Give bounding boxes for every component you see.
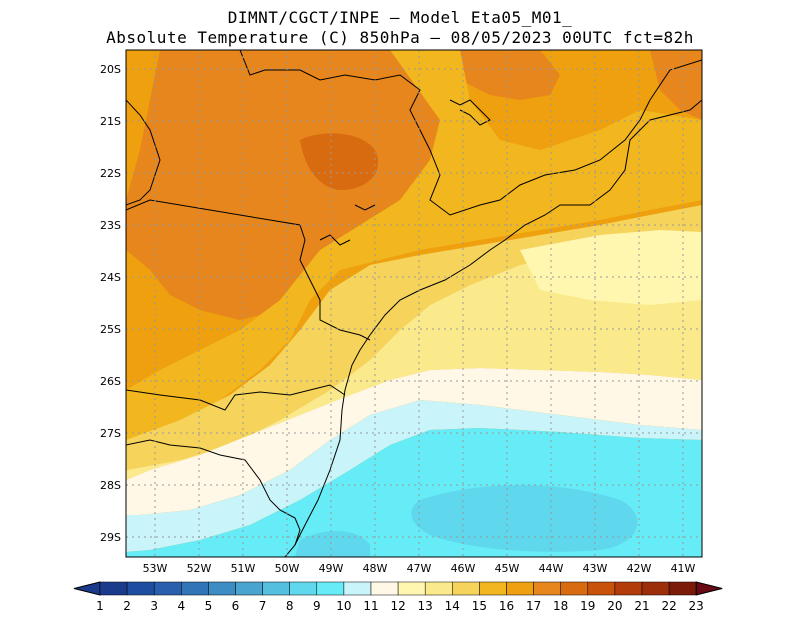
- lat-label: 20S: [100, 63, 121, 76]
- colorbar-swatch: [560, 581, 589, 596]
- colorbar-label: 17: [526, 599, 541, 613]
- colorbar-swatch: [316, 581, 345, 596]
- colorbar-label: 16: [499, 599, 514, 613]
- lake-features: [319, 99, 491, 246]
- field-hot-spot: [300, 133, 379, 190]
- lat-label: 21S: [100, 115, 121, 128]
- colorbar-swatch: [262, 581, 290, 596]
- field-light-yellow: [520, 230, 702, 305]
- colorbar-label: 20: [607, 599, 622, 613]
- colorbar-label: 5: [205, 599, 213, 613]
- lon-label: 41W: [671, 562, 696, 575]
- field-yellow-band: [126, 205, 702, 470]
- colorbar-label: 4: [177, 599, 185, 613]
- boundaries: [126, 50, 702, 557]
- lon-label: 50W: [275, 562, 300, 575]
- colorbar-swatch: [343, 581, 372, 596]
- lon-label: 42W: [627, 562, 652, 575]
- lon-label: 47W: [407, 562, 432, 575]
- colorbar-swatch: [452, 581, 480, 596]
- lat-label: 22S: [100, 167, 121, 180]
- state-border-3: [126, 384, 346, 411]
- field-orange-east: [650, 50, 702, 120]
- latitude-labels: 20S 21S 22S 23S 24S 25S 26S 27S 28S 29S: [100, 63, 121, 544]
- lon-label: 51W: [231, 562, 256, 575]
- lat-label: 29S: [100, 531, 121, 544]
- colorbar-label: 13: [418, 599, 433, 613]
- colorbar-swatch: [370, 581, 399, 596]
- colorbar-label: 6: [232, 599, 240, 613]
- field-amber-band: [126, 50, 702, 440]
- coastline: [284, 99, 702, 557]
- state-border-1: [239, 50, 702, 216]
- colorbar-label: 23: [689, 599, 704, 613]
- colorbar-swatch: [668, 581, 697, 596]
- lon-label: 48W: [363, 562, 388, 575]
- map-frame: [125, 49, 703, 558]
- colorbar-swatch: [614, 581, 643, 596]
- lon-label: 43W: [583, 562, 608, 575]
- colorbar-label: 10: [336, 599, 351, 613]
- colorbar-label: 22: [661, 599, 676, 613]
- colorbar-label: 15: [472, 599, 487, 613]
- colorbar-swatch: [424, 581, 453, 596]
- colorbar-arrow-left: [73, 581, 101, 596]
- state-border-4: [126, 439, 301, 546]
- colorbar-label: 3: [150, 599, 158, 613]
- colorbar-label: 1: [96, 599, 104, 613]
- colorbar-swatch: [587, 581, 616, 596]
- gridlines: [126, 50, 702, 557]
- title-line-1: DIMNT/CGCT/INPE – Model Eta05_M01_: [227, 8, 573, 27]
- colorbar: 1 2 3 4 5 6 7 8 9 10 11 12 13 14 15 16 17 18 19 20 21 22 23: [73, 581, 723, 613]
- field-orange-region: [126, 50, 440, 320]
- state-border-2: [126, 199, 371, 341]
- colorbar-swatch: [153, 581, 182, 596]
- state-border-5: [126, 99, 161, 206]
- lon-label: 53W: [143, 562, 168, 575]
- field-cyan-dark: [411, 485, 638, 552]
- longitude-labels: 53W 52W 51W 50W 49W 48W 47W 46W 45W 44W …: [143, 562, 696, 575]
- lat-label: 25S: [100, 323, 121, 336]
- colorbar-swatch: [208, 581, 236, 596]
- colorbar-label: 7: [259, 599, 267, 613]
- colorbar-label: 2: [123, 599, 131, 613]
- lon-label: 45W: [495, 562, 520, 575]
- field-cream: [126, 368, 702, 515]
- title-line-2: Absolute Temperature (C) 850hPa – 08/05/…: [106, 28, 694, 47]
- colorbar-swatch: [126, 581, 155, 596]
- colorbar-label: 12: [390, 599, 405, 613]
- colorbar-swatch: [533, 581, 561, 596]
- colorbar-swatch: [479, 581, 507, 596]
- lat-label: 26S: [100, 375, 121, 388]
- colorbar-label: 8: [286, 599, 294, 613]
- colorbar-label: 11: [363, 599, 378, 613]
- colorbar-arrow-right: [695, 581, 723, 596]
- colorbar-label: 21: [634, 599, 649, 613]
- colorbar-label: 18: [553, 599, 568, 613]
- colorbar-swatch: [506, 581, 534, 596]
- colorbar-label: 14: [445, 599, 460, 613]
- colorbar-swatch: [397, 581, 426, 596]
- lat-label: 28S: [100, 479, 121, 492]
- colorbar-label: 19: [580, 599, 595, 613]
- colorbar-swatch: [289, 581, 318, 596]
- lon-label: 52W: [187, 562, 212, 575]
- lat-label: 27S: [100, 427, 121, 440]
- field-pale-cyan: [126, 400, 702, 552]
- colorbar-label: 9: [313, 599, 321, 613]
- colorbar-swatch: [99, 581, 128, 596]
- colorbar-swatch: [181, 581, 209, 596]
- temperature-field: [126, 50, 702, 557]
- lat-label: 24S: [100, 271, 121, 284]
- colorbar-swatch: [235, 581, 263, 596]
- lat-label: 23S: [100, 219, 121, 232]
- field-pale-yellow: [126, 240, 702, 480]
- field-orange-ne: [440, 50, 560, 100]
- colorbar-swatch: [641, 581, 670, 596]
- lon-label: 44W: [539, 562, 564, 575]
- lon-label: 46W: [451, 562, 476, 575]
- lon-label: 49W: [319, 562, 344, 575]
